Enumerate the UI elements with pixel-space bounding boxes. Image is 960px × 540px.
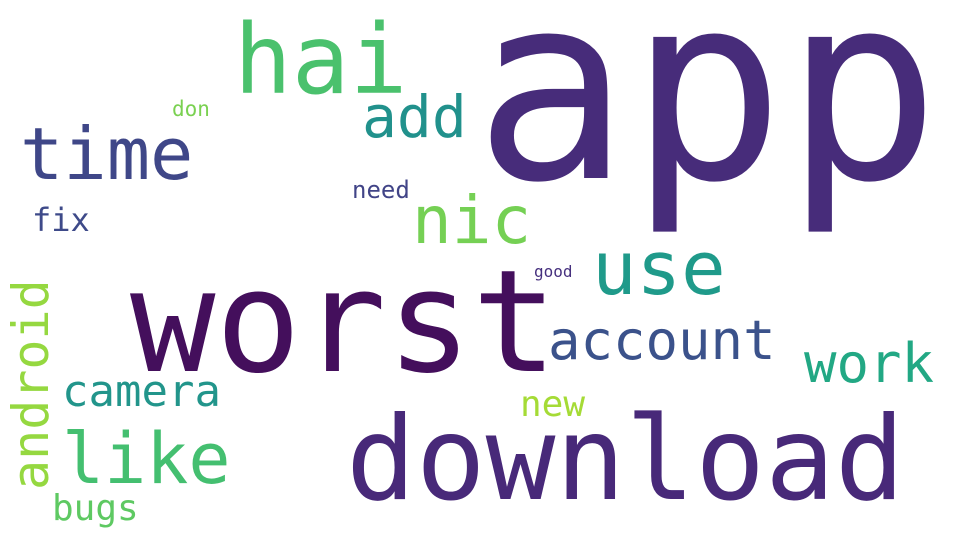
word-add: add (362, 83, 467, 151)
word-nic: nic (412, 182, 532, 259)
word-don: don (172, 97, 210, 121)
word-fix: fix (32, 201, 90, 239)
word-need: need (352, 176, 410, 204)
word-android: android (2, 279, 60, 490)
word-work: work (804, 332, 935, 395)
word-time: time (20, 112, 194, 196)
word-good: good (534, 262, 573, 281)
word-worst: worst (130, 240, 558, 405)
word-camera: camera (62, 366, 221, 417)
word-new: new (520, 384, 586, 425)
word-hai: hai (234, 4, 408, 116)
word-use: use (592, 226, 726, 312)
word-bugs: bugs (52, 488, 139, 529)
word-account: account (548, 309, 776, 372)
word-app: app (474, 0, 940, 239)
word-download: download (346, 392, 905, 527)
word-like: like (62, 418, 231, 500)
